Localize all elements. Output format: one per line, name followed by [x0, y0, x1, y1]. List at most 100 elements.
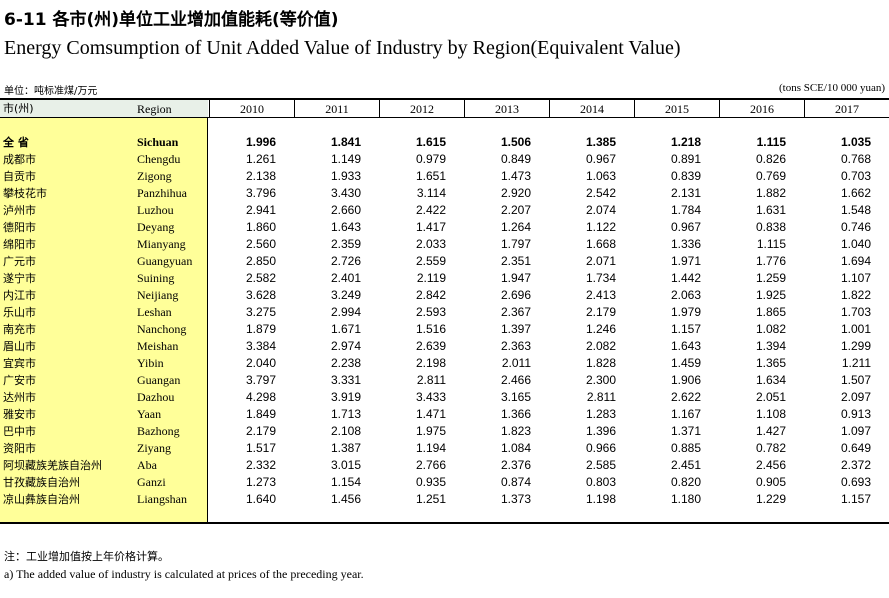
value-cell-2013: 1.823	[500, 424, 531, 438]
value-cell-2016: 0.905	[755, 475, 786, 489]
value-cell-2015: 1.971	[670, 254, 701, 268]
region-name-cn: 自贡市	[3, 170, 36, 183]
value-cell-2010: 3.275	[245, 305, 276, 319]
value-cell-2016: 2.456	[755, 458, 786, 472]
region-name-cn: 遂宁市	[3, 272, 36, 285]
value-cell-2011: 3.430	[330, 186, 361, 200]
value-cell-2016: 1.229	[755, 492, 786, 506]
value-cell-2017: 1.822	[840, 288, 871, 302]
region-name-cn: 阿坝藏族羌族自治州	[3, 459, 102, 472]
value-cell-2017: 2.097	[840, 390, 871, 404]
value-cell-2011: 1.154	[330, 475, 361, 489]
value-cell-2015: 2.451	[670, 458, 701, 472]
value-cell-2012: 3.433	[415, 390, 446, 404]
value-cell-2013: 1.366	[500, 407, 531, 421]
value-cell-2011: 1.933	[330, 169, 361, 183]
region-name-cn: 攀枝花市	[3, 187, 47, 200]
value-cell-2012: 2.811	[416, 373, 446, 387]
region-name-en: Chengdu	[137, 152, 181, 166]
value-cell-2016: 1.082	[755, 322, 786, 336]
value-cell-2012: 2.639	[415, 339, 446, 353]
year-header: 2013	[464, 100, 549, 118]
value-cell-2015: 1.784	[670, 203, 701, 217]
year-header: 2017	[804, 100, 889, 118]
value-cell-2015: 0.967	[670, 220, 701, 234]
value-cell-2016: 1.882	[755, 186, 786, 200]
value-cell-2012: 2.593	[415, 305, 446, 319]
value-cell-2017: 1.507	[840, 373, 871, 387]
table-row: 全 省 Sichuan 1.996 1.841 1.615 1.506 1.385 1.218…	[0, 134, 889, 151]
header-city: 市(州)	[3, 102, 34, 115]
region-name-en: Nanchong	[137, 322, 187, 336]
table-row: 成都市 Chengdu 1.261 1.149 0.979 0.849 0.967 0.891…	[0, 151, 889, 168]
value-cell-2016: 1.865	[755, 305, 786, 319]
value-cell-2010: 2.179	[245, 424, 276, 438]
value-cell-2011: 2.238	[330, 356, 361, 370]
header-bottom-border	[0, 117, 889, 118]
region-name-en: Luzhou	[137, 203, 174, 217]
value-cell-2015: 1.643	[670, 339, 701, 353]
value-cell-2015: 1.218	[670, 135, 701, 149]
value-cell-2011: 2.359	[330, 237, 361, 251]
value-cell-2016: 1.631	[755, 203, 786, 217]
region-name-cn: 凉山彝族自治州	[3, 493, 80, 506]
value-cell-2013: 2.367	[500, 305, 531, 319]
value-cell-2016: 1.394	[755, 339, 786, 353]
value-cell-2010: 2.332	[245, 458, 276, 472]
value-cell-2016: 0.826	[755, 152, 786, 166]
value-cell-2017: 1.703	[840, 305, 871, 319]
value-cell-2014: 1.246	[585, 322, 616, 336]
value-cell-2014: 2.413	[585, 288, 616, 302]
table-row: 凉山彝族自治州 Liangshan 1.640 1.456 1.251 1.373 1.19…	[0, 491, 889, 508]
region-name-cn: 眉山市	[3, 340, 36, 353]
value-cell-2017: 1.211	[841, 356, 871, 370]
table-row: 达州市 Dazhou 4.298 3.919 3.433 3.165 2.811 2.622 2…	[0, 389, 889, 406]
value-cell-2012: 0.935	[415, 475, 446, 489]
region-name-en: Mianyang	[137, 237, 186, 251]
table-row: 乐山市 Leshan 3.275 2.994 2.593 2.367 2.179 1.979 1…	[0, 304, 889, 321]
region-column-highlight	[0, 118, 208, 523]
value-cell-2011: 1.671	[330, 322, 361, 336]
value-cell-2012: 2.559	[415, 254, 446, 268]
value-cell-2014: 1.396	[585, 424, 616, 438]
value-cell-2014: 1.828	[585, 356, 616, 370]
value-cell-2011: 1.387	[330, 441, 361, 455]
value-cell-2013: 1.506	[500, 135, 531, 149]
region-name-cn: 内江市	[3, 289, 36, 302]
region-name-cn: 南充市	[3, 323, 36, 336]
region-name-cn: 宜宾市	[3, 357, 36, 370]
region-name-en: Guangyuan	[137, 254, 193, 268]
table-row: 资阳市 Ziyang 1.517 1.387 1.194 1.084 0.966 0.885 0…	[0, 440, 889, 457]
value-cell-2011: 3.331	[330, 373, 361, 387]
table-row: 遂宁市 Suining 2.582 2.401 2.119 1.947 1.734 1.442…	[0, 270, 889, 287]
region-name-en: Dazhou	[137, 390, 175, 404]
value-cell-2010: 2.138	[245, 169, 276, 183]
year-header: 2016	[719, 100, 804, 118]
value-cell-2017: 1.548	[840, 203, 871, 217]
value-cell-2017: 1.299	[840, 339, 871, 353]
table-row: 雅安市 Yaan 1.849 1.713 1.471 1.366 1.283 1.167 1.1…	[0, 406, 889, 423]
value-cell-2014: 1.385	[585, 135, 616, 149]
footnote-en: a) The added value of industry is calcul…	[4, 567, 364, 581]
region-name-en: Sichuan	[137, 135, 179, 149]
value-cell-2012: 1.417	[415, 220, 446, 234]
region-name-cn: 广安市	[3, 374, 36, 387]
table-row: 广安市 Guangan 3.797 3.331 2.811 2.466 2.300 1.906…	[0, 372, 889, 389]
year-header: 2014	[549, 100, 634, 118]
table-row: 绵阳市 Mianyang 2.560 2.359 2.033 1.797 1.668 1.33…	[0, 236, 889, 253]
value-cell-2015: 1.180	[670, 492, 701, 506]
year-header: 2011	[294, 100, 379, 118]
value-cell-2015: 1.979	[670, 305, 701, 319]
value-cell-2010: 4.298	[245, 390, 276, 404]
value-cell-2013: 0.849	[500, 152, 531, 166]
value-cell-2010: 1.879	[245, 322, 276, 336]
value-cell-2012: 1.194	[415, 441, 446, 455]
year-header: 2012	[379, 100, 464, 118]
table-row: 巴中市 Bazhong 2.179 2.108 1.975 1.823 1.396 1.371…	[0, 423, 889, 440]
year-header: 2010	[209, 100, 294, 118]
value-cell-2017: 0.693	[840, 475, 871, 489]
region-name-cn: 绵阳市	[3, 238, 36, 251]
region-name-en: Panzhihua	[137, 186, 187, 200]
value-cell-2017: 0.746	[840, 220, 871, 234]
value-cell-2010: 3.796	[245, 186, 276, 200]
